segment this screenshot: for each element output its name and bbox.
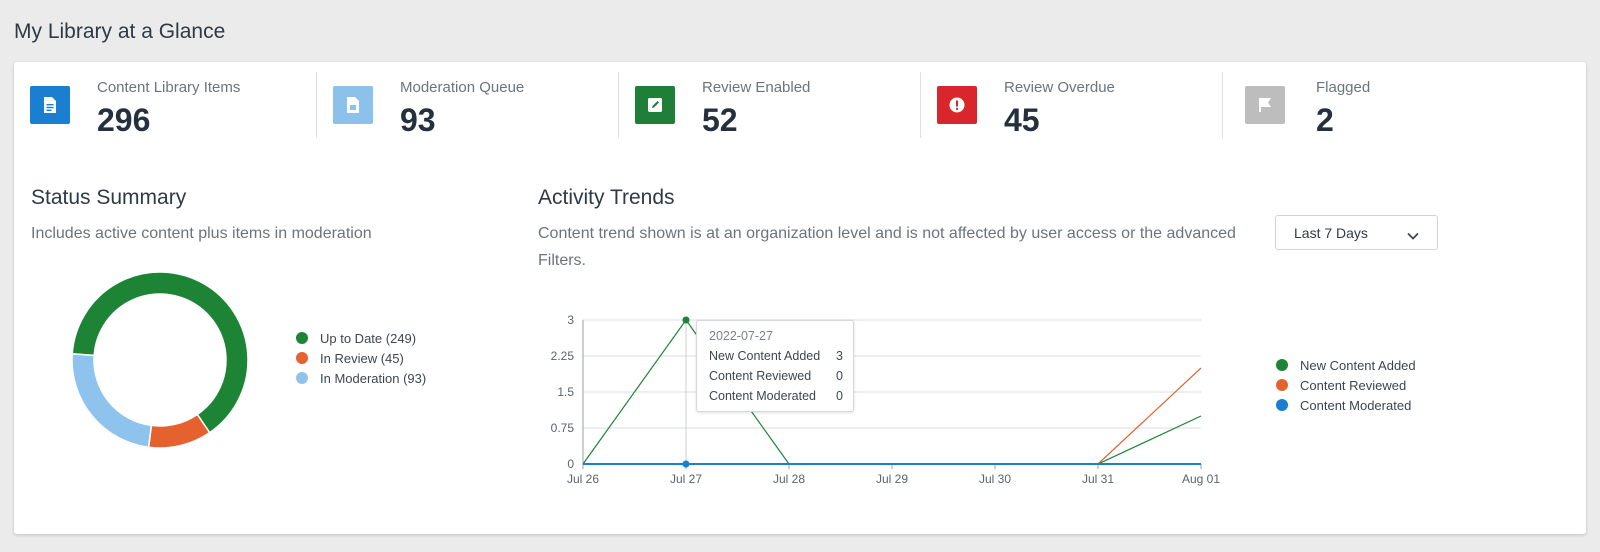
tooltip-date: 2022-07-27 — [709, 329, 773, 343]
tooltip-value: 3 — [836, 349, 843, 363]
tooltip-row: Content Reviewed 0 — [709, 369, 843, 383]
legend-label: Up to Date (249) — [320, 330, 417, 346]
library-glance-card: Content Library Items 296 Moderation Que… — [14, 62, 1586, 534]
legend-label: New Content Added — [1300, 357, 1416, 373]
document-pending-icon — [333, 86, 373, 124]
alert-icon — [937, 86, 977, 124]
legend-label: Content Reviewed — [1300, 377, 1407, 393]
tooltip-value: 0 — [836, 389, 843, 403]
tooltip-row: Content Moderated 0 — [709, 389, 843, 403]
flag-icon — [1245, 86, 1285, 124]
y-tick-label: 0 — [567, 457, 574, 471]
tooltip-value: 0 — [836, 369, 843, 383]
donut-slice-in-review[interactable] — [147, 413, 211, 449]
stat-content-library-items[interactable]: Content Library Items 296 — [14, 72, 316, 138]
activity-line-chart: 0 0.75 1.5 2.25 3 Jul 26 Jul 27 Jul 28 Jul 29 Jul… — [551, 313, 1221, 486]
legend-item-in-review[interactable]: In Review (45) — [296, 348, 426, 368]
stat-review-enabled[interactable]: Review Enabled 52 — [618, 72, 921, 138]
legend-item-up-to-date[interactable]: Up to Date (249) — [296, 328, 426, 348]
date-range-selected: Last 7 Days — [1294, 225, 1368, 241]
stat-value: 52 — [702, 102, 738, 138]
activity-trends-description-line2: Filters. — [538, 252, 586, 269]
page-title: My Library at a Glance — [14, 20, 226, 43]
legend-label: In Review (45) — [320, 350, 404, 366]
x-tick-label: Jul 29 — [876, 472, 908, 486]
tooltip-label: Content Reviewed — [709, 369, 812, 383]
document-icon — [30, 86, 70, 124]
status-donut-chart — [71, 271, 249, 449]
status-summary-description: Includes active content plus items in mo… — [31, 225, 372, 242]
legend-item-in-moderation[interactable]: In Moderation (93) — [296, 368, 426, 388]
y-tick-label: 1.5 — [557, 385, 574, 399]
x-tick-label: Jul 27 — [670, 472, 702, 486]
legend-dot — [1276, 359, 1288, 371]
legend-dot — [296, 372, 308, 384]
legend-item-content-reviewed[interactable]: Content Reviewed — [1276, 375, 1416, 395]
legend-dot — [1276, 399, 1288, 411]
data-point-content-moderated[interactable] — [682, 460, 690, 468]
stat-label: Content Library Items — [97, 79, 241, 96]
x-tick-label: Jul 30 — [979, 472, 1011, 486]
activity-legend: New Content Added Content Reviewed Conte… — [1276, 355, 1416, 415]
stat-review-overdue[interactable]: Review Overdue 45 — [920, 72, 1223, 138]
stat-moderation-queue[interactable]: Moderation Queue 93 — [316, 72, 619, 138]
donut-slice-up-to-date[interactable] — [71, 271, 249, 434]
legend-dot — [296, 332, 308, 344]
date-range-select[interactable]: Last 7 Days — [1275, 215, 1438, 250]
legend-item-content-moderated[interactable]: Content Moderated — [1276, 395, 1416, 415]
legend-label: Content Moderated — [1300, 397, 1412, 413]
edit-icon — [635, 86, 675, 124]
x-tick-label: Jul 26 — [567, 472, 599, 486]
stat-label: Flagged — [1316, 79, 1371, 96]
stat-flagged[interactable]: Flagged 2 — [1222, 72, 1553, 138]
stat-value: 2 — [1316, 102, 1334, 138]
donut-slice-in-moderation[interactable] — [71, 353, 153, 449]
x-tick-label: Aug 01 — [1182, 472, 1220, 486]
stat-label: Moderation Queue — [400, 79, 525, 96]
tooltip-label: Content Moderated — [709, 389, 817, 403]
stat-value: 93 — [400, 102, 436, 138]
status-summary-title: Status Summary — [31, 186, 187, 209]
legend-label: In Moderation (93) — [320, 370, 427, 386]
stat-label: Review Enabled — [702, 79, 811, 96]
legend-item-new-content-added[interactable]: New Content Added — [1276, 355, 1416, 375]
stat-label: Review Overdue — [1004, 79, 1115, 96]
x-tick-label: Jul 28 — [773, 472, 805, 486]
stat-value: 45 — [1004, 102, 1040, 138]
chart-tooltip: 2022-07-27 New Content Added 3 Content Re… — [696, 320, 854, 412]
series-line-content-reviewed[interactable] — [583, 367, 1202, 465]
legend-dot — [296, 352, 308, 364]
tooltip-row: New Content Added 3 — [709, 349, 843, 363]
status-summary-legend: Up to Date (249) In Review (45) In Moder… — [296, 328, 426, 388]
activity-trends-description-line1: Content trend shown is at an organizatio… — [538, 225, 1236, 242]
legend-dot — [1276, 379, 1288, 391]
data-point-new-content-added[interactable] — [682, 316, 690, 324]
y-tick-label: 3 — [567, 313, 574, 327]
activity-trends-description: Content trend shown is at an organizatio… — [538, 220, 1236, 274]
activity-trends-title: Activity Trends — [538, 186, 675, 209]
x-tick-label: Jul 31 — [1082, 472, 1114, 486]
tooltip-label: New Content Added — [709, 349, 821, 363]
stat-value: 296 — [97, 102, 151, 138]
y-tick-label: 0.75 — [551, 421, 575, 435]
y-tick-label: 2.25 — [551, 349, 575, 363]
chevron-down-icon — [1407, 227, 1419, 243]
